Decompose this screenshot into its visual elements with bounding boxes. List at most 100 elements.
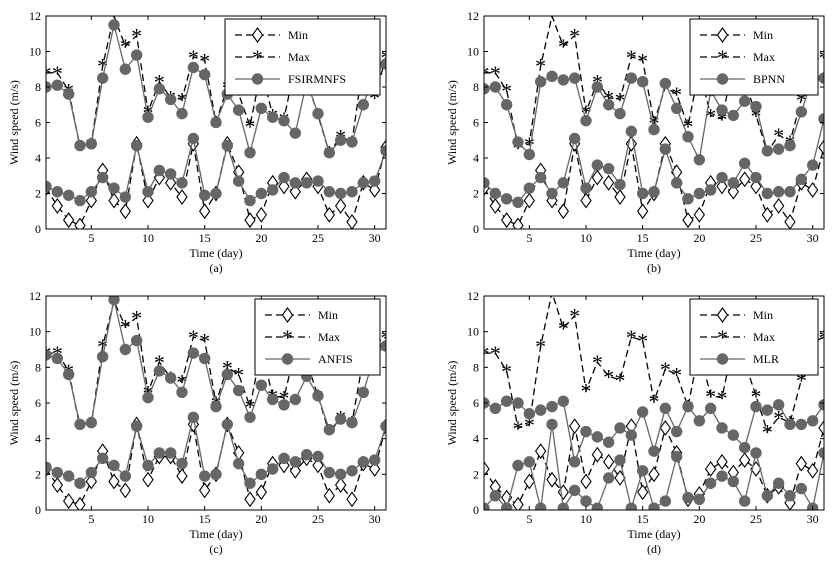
data-point-circle: [62, 189, 75, 201]
data-point-circle: [512, 397, 524, 409]
data-point-circle: [500, 395, 513, 407]
data-point-diamond: [255, 206, 268, 223]
data-point-star: *: [199, 329, 210, 354]
data-point-star: *: [671, 362, 682, 387]
data-point-circle: [659, 495, 672, 507]
data-point-circle: [546, 418, 558, 431]
data-point-diamond: [557, 203, 570, 220]
data-point-star: *: [490, 341, 501, 366]
data-point-diamond: [244, 212, 256, 229]
data-point-circle: [693, 187, 706, 200]
data-point-circle: [636, 75, 649, 88]
data-point-star: *: [501, 359, 512, 384]
x-tick-label: 5: [526, 512, 532, 526]
data-point-circle: [648, 502, 660, 510]
data-point-circle: [198, 352, 211, 365]
data-point-circle: [795, 418, 808, 431]
data-point-circle: [659, 402, 672, 415]
data-point-circle: [636, 406, 649, 418]
legend-marker-diamond: [281, 307, 294, 323]
data-point-star: *: [52, 61, 63, 86]
data-point-star: *: [796, 87, 807, 112]
data-point-diamond: [534, 443, 547, 460]
data-point-circle: [557, 395, 570, 407]
data-point-circle: [523, 182, 536, 194]
y-tick-label: 2: [35, 187, 41, 201]
data-point-circle: [591, 502, 604, 510]
data-point-circle: [96, 452, 109, 464]
data-point-circle: [625, 72, 638, 84]
legend-label: Max: [753, 330, 775, 344]
data-point-circle: [682, 131, 694, 143]
data-point-circle: [187, 61, 200, 74]
legend-box: [254, 298, 381, 376]
data-point-circle: [761, 187, 774, 200]
data-point-circle: [74, 139, 86, 152]
data-point-diamond: [85, 192, 98, 209]
y-axis-label: Wind speed (m/s): [445, 361, 459, 446]
data-point-circle: [119, 191, 132, 203]
y-tick-label: 10: [29, 325, 41, 339]
data-point-circle: [738, 95, 751, 107]
y-tick-label: 2: [35, 467, 41, 481]
data-point-star: *: [490, 61, 501, 86]
data-point-circle: [484, 177, 490, 189]
x-tick-label: 5: [88, 231, 94, 245]
data-point-star: *: [245, 114, 256, 139]
data-point-diamond: [368, 182, 381, 198]
y-tick-label: 12: [29, 9, 41, 23]
data-point-diamond: [255, 484, 268, 501]
data-point-circle: [648, 445, 660, 457]
data-point-circle: [761, 145, 774, 157]
data-point-circle: [625, 125, 638, 138]
data-point-circle: [772, 143, 785, 155]
data-point-diamond: [108, 192, 120, 209]
data-point-star: *: [592, 350, 603, 375]
y-tick-label: 10: [29, 45, 41, 59]
legend-label: Max: [288, 50, 310, 64]
data-point-circle: [484, 502, 490, 510]
data-point-star: *: [233, 362, 244, 387]
data-point-star: *: [751, 103, 762, 128]
data-point-star: *: [41, 61, 52, 86]
data-point-circle: [46, 349, 52, 361]
data-point-circle: [546, 400, 558, 413]
data-point-circle: [512, 196, 524, 209]
data-point-circle: [278, 399, 290, 411]
data-point-circle: [693, 493, 706, 505]
data-point-circle: [289, 393, 302, 406]
data-point-diamond: [198, 482, 211, 499]
data-point-diamond: [289, 183, 302, 200]
data-point-circle: [795, 482, 808, 495]
data-point-diamond: [289, 462, 302, 479]
data-point-circle: [489, 402, 502, 415]
data-point-circle: [716, 470, 728, 482]
data-point-diamond: [74, 217, 86, 229]
data-point-circle: [334, 187, 347, 200]
data-point-circle: [85, 416, 98, 429]
x-axis-label: Time (day): [189, 527, 242, 541]
data-point-circle: [46, 180, 52, 193]
data-point-circle: [153, 164, 166, 177]
data-point-star: *: [717, 386, 728, 411]
data-point-circle: [51, 186, 64, 198]
legend-marker-star: *: [717, 45, 728, 70]
data-point-circle: [176, 457, 188, 470]
data-point-circle: [357, 177, 370, 189]
data-point-star: *: [479, 61, 490, 86]
data-point-circle: [46, 461, 52, 473]
data-point-diamond: [512, 496, 524, 510]
data-point-circle: [580, 425, 592, 438]
data-point-diamond: [334, 477, 347, 493]
data-point-circle: [806, 415, 819, 427]
x-axis-label: Time (day): [627, 527, 680, 541]
y-tick-label: 10: [467, 325, 479, 339]
data-point-circle: [716, 422, 728, 434]
data-point-diamond: [818, 139, 824, 156]
data-point-circle: [636, 187, 649, 200]
data-point-star: *: [637, 48, 648, 73]
legend: Min * Max MLR: [689, 298, 819, 376]
data-point-circle: [62, 368, 75, 381]
data-point-diamond: [74, 496, 86, 510]
